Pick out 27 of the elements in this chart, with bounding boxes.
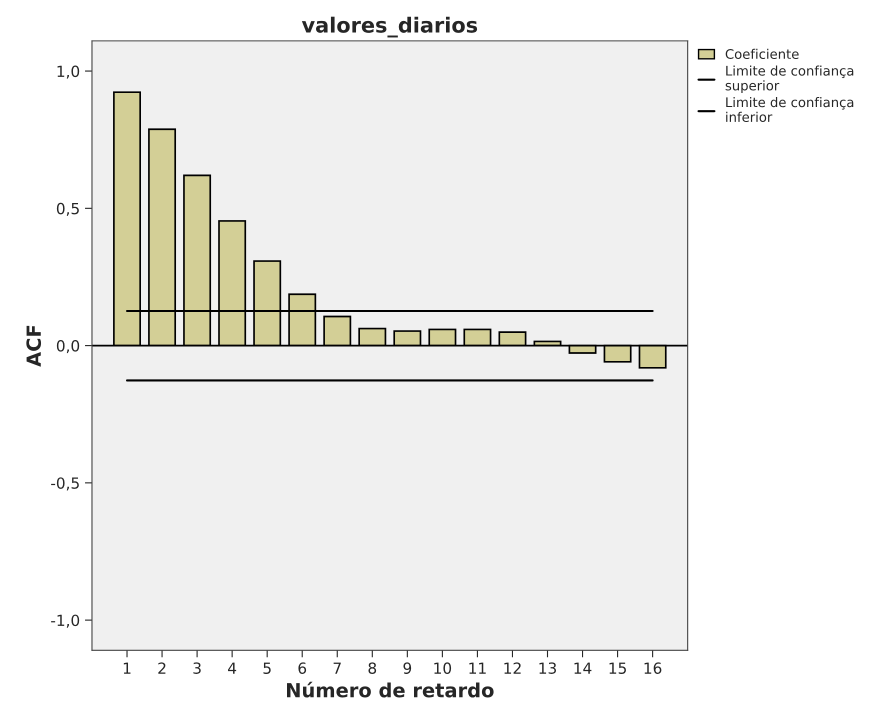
x-axis-title: Número de retardo [287,682,494,698]
x-tick-label: 3 [193,662,201,674]
legend-label: Limite de confiança superior [726,66,854,94]
x-tick-label: 10 [434,662,452,674]
x-tick-label: 16 [644,662,662,674]
y-tick-label: 0,0 [56,340,80,354]
x-tick-label: 1 [124,662,130,674]
x-tick-label: 8 [368,662,376,674]
legend-label: Coeficiente [726,48,799,59]
y-tick-label: -1,0 [51,614,80,628]
x-tick-label: 13 [539,662,556,674]
x-tick-label: 7 [334,662,341,674]
x-tick-label: 2 [158,662,166,674]
x-tick-label: 11 [469,662,486,674]
y-axis-title: ACF [26,326,42,367]
x-tick-label: 14 [574,662,592,674]
x-tick-label: 6 [298,662,306,674]
x-tick-label: 12 [504,662,521,674]
y-tick-label: 1,0 [58,66,80,79]
x-tick-label: 15 [610,662,626,674]
legend-label: Limite de confiança inferior [726,97,854,122]
x-tick-label: 4 [228,662,236,674]
y-tick-label: -0,5 [51,477,79,490]
chart-title: valores_diarios [302,16,478,38]
y-tick-label: 0,5 [56,202,79,216]
x-tick-label: 9 [403,662,412,674]
x-tick-label: 5 [264,662,271,674]
